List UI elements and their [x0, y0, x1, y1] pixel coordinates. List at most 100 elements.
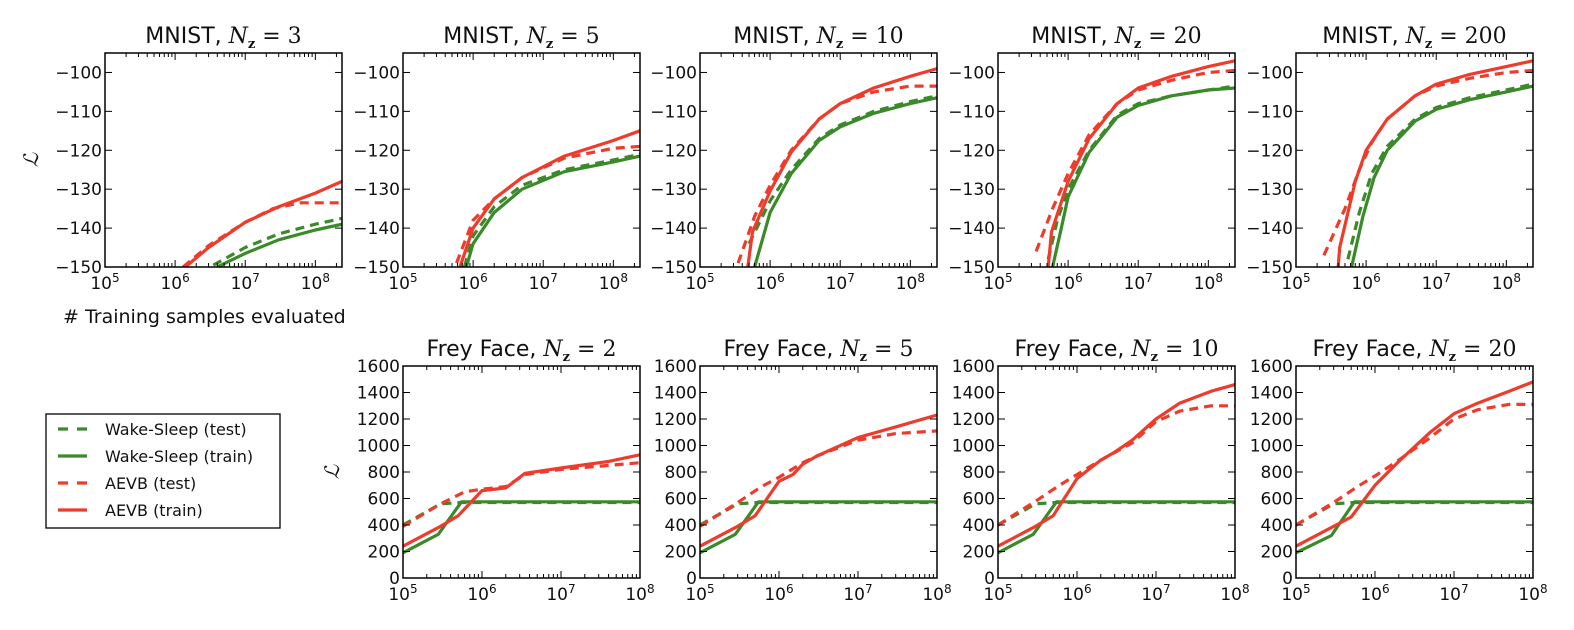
line-wake-sleep-train	[998, 500, 1235, 555]
panel-mnist-nz-200: 105 106 107 108 −100 −110 −120 −130 −140 −150 MNIS…	[1246, 24, 1534, 294]
x-tick-label: 106	[1053, 271, 1082, 294]
y-tick-label: 600	[665, 490, 697, 510]
y-tick-label: −150	[650, 258, 697, 278]
line-wake-sleep-test	[998, 500, 1235, 527]
series-group	[700, 413, 937, 555]
series-group	[736, 67, 937, 267]
axes-frame	[104, 52, 343, 268]
y-tick-label: 200	[665, 543, 697, 563]
panel-freyface-nz-20: 105 106 107 108 0 200 400 600 800 1000 1200 1400 160…	[1250, 337, 1548, 605]
y-tick-label: −130	[353, 180, 400, 200]
x-tick-label: 106	[764, 582, 793, 605]
series-group	[1034, 59, 1235, 267]
legend-label: Wake-Sleep (train)	[105, 447, 253, 466]
y-tick-label: 600	[368, 490, 400, 510]
y-tick-label: 1600	[654, 357, 697, 377]
y-tick-label: −150	[1246, 258, 1293, 278]
y-tick-label: 1400	[357, 384, 400, 404]
x-tick-label: 105	[983, 582, 1012, 605]
x-tick-label: 105	[90, 271, 119, 294]
y-tick-label: −100	[650, 63, 697, 83]
x-tick-label: 107	[231, 271, 260, 294]
y-tick-label: 400	[368, 516, 400, 536]
y-tick-label: 1600	[952, 357, 995, 377]
line-aevb-train	[1296, 380, 1533, 548]
line-wake-sleep-train	[1296, 500, 1533, 555]
y-tick-label: 800	[1261, 463, 1293, 483]
line-aevb-test	[998, 404, 1235, 527]
y-tick-label: −150	[948, 258, 995, 278]
y-tick-label: 1000	[952, 437, 995, 457]
y-tick-label: 1400	[1250, 384, 1293, 404]
line-aevb-train	[403, 453, 640, 548]
axes-frame	[699, 365, 938, 579]
panel-freyface-nz-2: 105 106 107 108 0 200 400 600 800 1000 1200 1400 160…	[320, 337, 655, 605]
legend-label: Wake-Sleep (test)	[105, 420, 247, 439]
y-tick-label: 1000	[654, 437, 697, 457]
line-wake-sleep-train	[464, 154, 640, 267]
line-wake-sleep-train	[753, 96, 937, 267]
y-tick-label: −130	[55, 180, 102, 200]
x-tick-label: 108	[1220, 582, 1249, 605]
x-tick-label: 107	[1422, 271, 1451, 294]
x-tick-label: 106	[467, 582, 496, 605]
x-axis-label: # Training samples evaluated	[63, 306, 346, 328]
axes-frame	[997, 52, 1236, 268]
x-tick-label: 106	[160, 271, 189, 294]
y-tick-label: −120	[55, 141, 102, 161]
y-tick-label: −110	[1246, 102, 1293, 122]
x-tick-label: 105	[983, 271, 1012, 294]
y-tick-label: −140	[948, 219, 995, 239]
y-tick-label: −120	[650, 141, 697, 161]
x-tick-label: 105	[685, 582, 714, 605]
y-tick-label: −130	[650, 180, 697, 200]
y-tick-label: −120	[948, 141, 995, 161]
panel-title: Frey Face, Nz = 10	[1015, 337, 1219, 365]
x-tick-label: 106	[458, 271, 487, 294]
x-tick-label: 108	[301, 271, 330, 294]
line-wake-sleep-train	[216, 222, 342, 267]
x-tick-label: 107	[529, 271, 558, 294]
y-tick-label: −100	[1246, 63, 1293, 83]
line-aevb-test	[1296, 402, 1533, 527]
x-tick-label: 107	[1439, 582, 1468, 605]
axes-frame	[1295, 52, 1534, 268]
panel-title: Frey Face, Nz = 5	[724, 337, 914, 365]
y-axis-label: ℒ	[320, 464, 344, 479]
line-aevb-train	[1046, 59, 1235, 267]
x-tick-label: 108	[922, 582, 951, 605]
y-tick-label: 400	[963, 516, 995, 536]
y-tick-label: −150	[353, 258, 400, 278]
axes-frame	[1295, 365, 1534, 579]
x-tick-label: 106	[1351, 271, 1380, 294]
y-tick-label: 1600	[1250, 357, 1293, 377]
y-tick-label: −140	[55, 219, 102, 239]
panel-mnist-nz-3: 105 106 107 108 −100 −110 −120 −130 −140 −150 MNIS…	[19, 24, 343, 294]
line-aevb-test	[182, 201, 342, 267]
y-tick-label: 800	[665, 463, 697, 483]
y-tick-label: 800	[368, 463, 400, 483]
line-wake-sleep-test	[403, 500, 640, 527]
y-axis-label: ℒ	[19, 152, 43, 167]
panel-mnist-nz-20: 105 106 107 108 −100 −110 −120 −130 −140 −150 MNIS…	[948, 24, 1236, 294]
y-tick-label: 1000	[357, 437, 400, 457]
y-tick-label: −130	[1246, 180, 1293, 200]
line-wake-sleep-train	[1051, 86, 1235, 267]
series-group	[403, 453, 640, 555]
line-aevb-train	[700, 413, 937, 548]
line-wake-sleep-test	[462, 152, 640, 267]
legend-label: AEVB (test)	[105, 474, 196, 493]
panel-title: Frey Face, Nz = 2	[427, 337, 617, 365]
y-tick-label: 600	[963, 490, 995, 510]
line-wake-sleep-test	[1346, 82, 1533, 260]
legend-label: AEVB (train)	[105, 501, 203, 520]
panel-title: Frey Face, Nz = 20	[1313, 337, 1517, 365]
line-wake-sleep-test	[1046, 84, 1235, 260]
y-tick-label: −110	[55, 102, 102, 122]
y-tick-label: 1000	[1250, 437, 1293, 457]
x-tick-label: 107	[843, 582, 872, 605]
x-tick-label: 105	[1281, 271, 1310, 294]
y-tick-label: 600	[1261, 490, 1293, 510]
line-wake-sleep-train	[1350, 84, 1533, 267]
x-tick-label: 108	[1194, 271, 1223, 294]
